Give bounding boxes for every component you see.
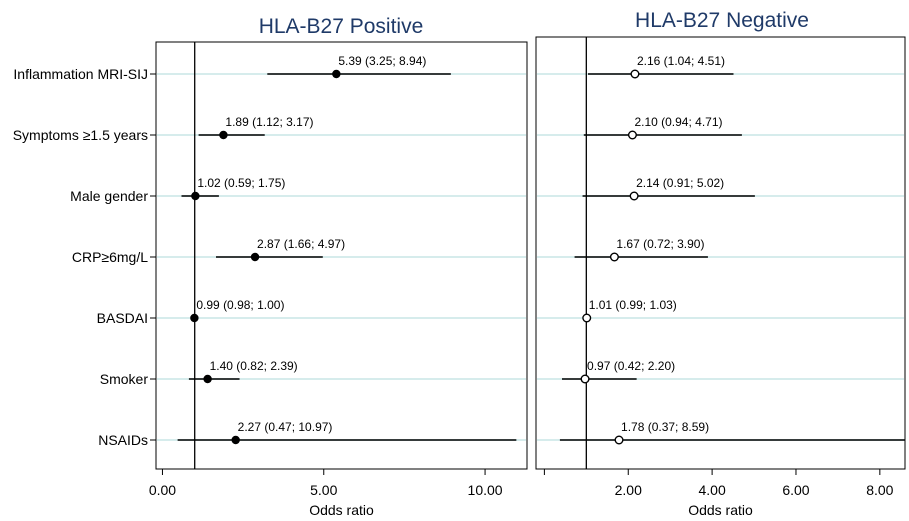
category-label: CRP≥6mg/L (72, 249, 148, 265)
panel-frame (535, 36, 906, 470)
data-label: 1.02 (0.59; 1.75) (197, 176, 285, 190)
data-label: 2.10 (0.94; 4.71) (634, 115, 722, 129)
data-label: 2.14 (0.91; 5.02) (636, 176, 724, 190)
category-label: Symptoms ≥1.5 years (13, 127, 148, 143)
x-tick-label: 2.00 (615, 482, 642, 498)
panel-title: HLA-B27 Positive (259, 15, 424, 38)
odds-ratio-point (627, 130, 637, 140)
x-tick-label: 6.00 (782, 482, 809, 498)
odds-ratio-point (582, 313, 592, 323)
data-label: 0.97 (0.42; 2.20) (587, 359, 675, 373)
x-tick-label: 5.00 (310, 482, 337, 498)
data-label: 2.87 (1.66; 4.97) (257, 237, 345, 251)
panel-title: HLA-B27 Negative (635, 9, 809, 32)
x-axis-title: Odds ratio (688, 502, 753, 518)
data-label: 1.40 (0.82; 2.39) (210, 359, 298, 373)
odds-ratio-point (191, 191, 200, 201)
data-label: 0.99 (0.98; 1.00) (196, 298, 284, 312)
x-axis-title: Odds ratio (309, 502, 374, 518)
odds-ratio-point (614, 435, 624, 445)
data-label: 2.16 (1.04; 4.51) (637, 54, 725, 68)
data-label: 2.27 (0.47; 10.97) (238, 420, 333, 434)
category-label: BASDAI (97, 310, 148, 326)
odds-ratio-point (190, 313, 199, 323)
x-tick-label: 10.00 (468, 482, 503, 498)
odds-ratio-point (580, 374, 590, 384)
category-label: Inflammation MRI-SIJ (13, 66, 148, 82)
category-label: Smoker (100, 371, 149, 387)
category-label: NSAIDs (98, 432, 148, 448)
panel-frame (155, 41, 528, 470)
data-label: 1.01 (0.99; 1.03) (589, 298, 677, 312)
odds-ratio-point (250, 252, 260, 262)
data-label: 1.78 (0.37; 8.59) (621, 420, 709, 434)
data-label: 1.67 (0.72; 3.90) (616, 237, 704, 251)
x-tick-label: 0.00 (149, 482, 176, 498)
odds-ratio-point (609, 252, 619, 262)
x-tick-label: 4.00 (698, 482, 725, 498)
category-label: Male gender (70, 188, 148, 204)
odds-ratio-point (231, 435, 240, 445)
data-label: 1.89 (1.12; 3.17) (225, 115, 313, 129)
odds-ratio-point (630, 69, 640, 79)
odds-ratio-point (203, 374, 212, 384)
odds-ratio-point (629, 191, 639, 201)
odds-ratio-point (332, 69, 341, 79)
x-tick-label: 8.00 (866, 482, 893, 498)
data-label: 5.39 (3.25; 8.94) (338, 54, 426, 68)
odds-ratio-point (219, 130, 228, 140)
